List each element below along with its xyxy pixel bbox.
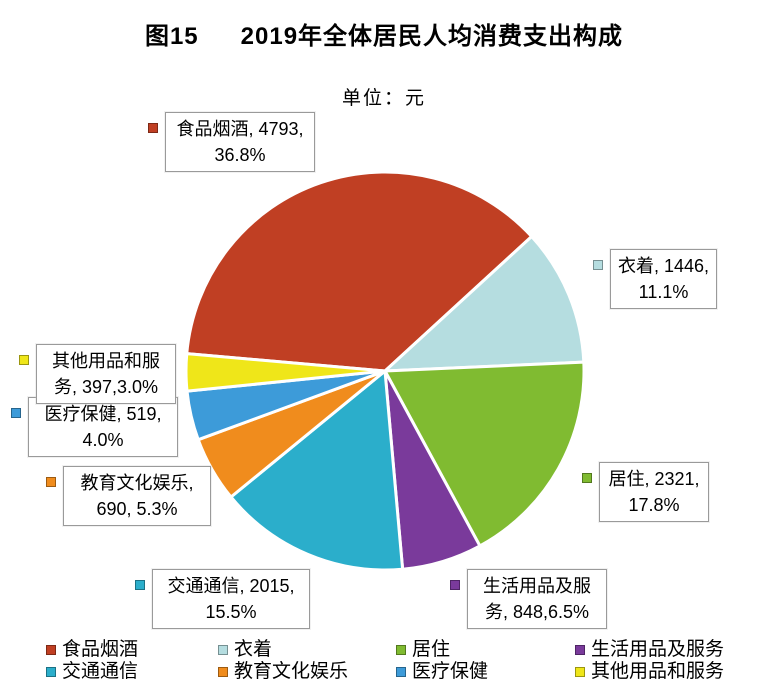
callout-food: 食品烟酒, 4793, 36.8% [148,112,315,172]
clothing-marker-icon [593,260,603,270]
medical-marker-icon [11,408,21,418]
callout-other-goods: 其他用品和服 务, 397,3.0% [19,344,176,404]
legend-marker-icon [396,644,406,655]
legend-item: 食品烟酒 [46,639,138,660]
callout-household-goods: 生活用品及服 务, 848,6.5% [450,569,607,629]
transport-marker-icon [135,580,145,590]
callout-text: 交通通信, 2015, [167,576,295,596]
legend-marker-icon [46,644,56,655]
callout-text: 衣着, 1446, [617,256,710,276]
legend-label: 食品烟酒 [62,639,139,660]
callout-text: 务, 848,6.5% [484,602,590,622]
food-marker-icon [148,123,158,133]
legend-marker-icon [575,644,585,655]
education-marker-icon [46,477,56,487]
legend-item: 衣着 [218,639,272,660]
callout-text: 690, 5.3% [96,499,178,519]
callout-text: 17.8% [628,495,680,515]
callout-text: 15.5% [205,602,257,622]
pie-slice-4 [229,369,405,572]
callout-text: 其他用品和服 [52,351,160,371]
callout-education: 教育文化娱乐, 690, 5.3% [46,466,211,526]
pie-slice-1 [383,235,586,373]
callout-text: 36.8% [214,145,266,165]
pie-chart [184,170,586,572]
legend-item: 交通通信 [46,661,138,682]
pie-slice-0 [185,170,534,373]
callout-text: 医疗保健, 519, [44,404,162,424]
legend-label: 衣着 [234,639,273,660]
callout-transport: 交通通信, 2015, 15.5% [135,569,310,629]
callout-medical: 医疗保健, 519, 4.0% [11,397,178,457]
legend-label: 医疗保健 [412,661,489,682]
legend-item: 教育文化娱乐 [218,661,348,682]
callout-text: 生活用品及服 [483,576,591,596]
household-goods-marker-icon [450,580,460,590]
callout-text: 居住, 2321, [608,469,700,489]
legend-item: 居住 [396,639,450,660]
legend-label: 教育文化娱乐 [234,661,349,682]
legend-item: 其他用品和服务 [575,661,724,682]
callout-text: 4.0% [82,430,124,450]
legend-marker-icon [396,666,406,677]
figure-number: 图15 [144,23,199,50]
legend-marker-icon [575,666,585,677]
legend-label: 生活用品及服务 [591,639,725,660]
callout-text: 食品烟酒, 4793, [176,119,304,139]
legend-label: 其他用品和服务 [591,661,725,682]
callout-clothing: 衣着, 1446, 11.1% [593,249,717,309]
pie-slice-2 [383,360,586,548]
legend-marker-icon [218,666,228,677]
legend-label: 交通通信 [62,661,139,682]
pie-slice-7 [184,352,387,393]
legend-item: 生活用品及服务 [575,639,724,660]
legend-marker-icon [218,644,228,655]
callout-text: 教育文化娱乐, [80,473,194,493]
figure-title: 2019年全体居民人均消费支出构成 [240,23,624,50]
figure-title-row: 图15 2019年全体居民人均消费支出构成 [0,16,768,51]
legend-label: 居住 [412,639,451,660]
legend-item: 医疗保健 [396,661,488,682]
callout-housing: 居住, 2321, 17.8% [582,462,709,522]
housing-marker-icon [582,473,592,483]
other-goods-marker-icon [19,355,29,365]
callout-text: 11.1% [638,282,689,302]
unit-label: 单位：元 [341,88,426,109]
legend-marker-icon [46,666,56,677]
callout-text: 务, 397,3.0% [53,377,159,397]
